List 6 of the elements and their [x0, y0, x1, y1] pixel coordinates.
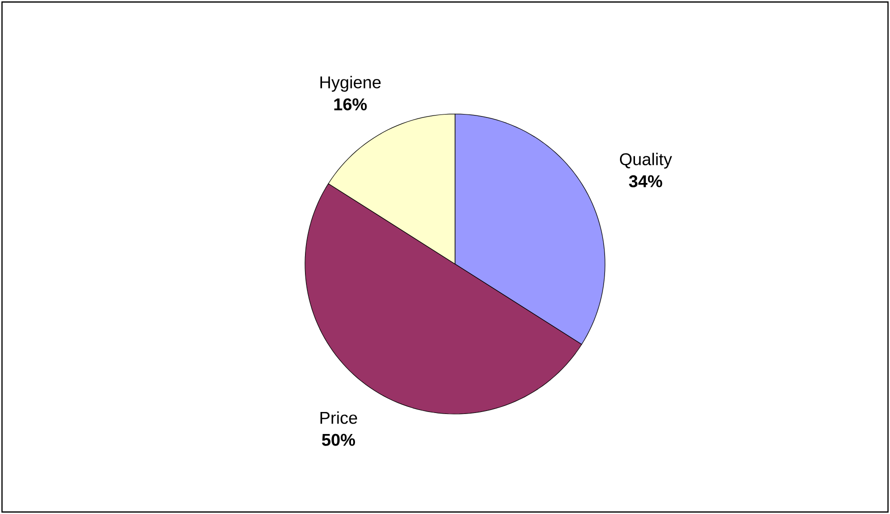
data-label: 50% — [322, 434, 356, 446]
data-label: 34% — [628, 175, 662, 188]
slice-label: Price — [320, 411, 358, 424]
slice-label: Hygiene — [320, 76, 381, 92]
slice-label: Quality — [620, 152, 672, 169]
data-label: 16% — [334, 98, 367, 110]
